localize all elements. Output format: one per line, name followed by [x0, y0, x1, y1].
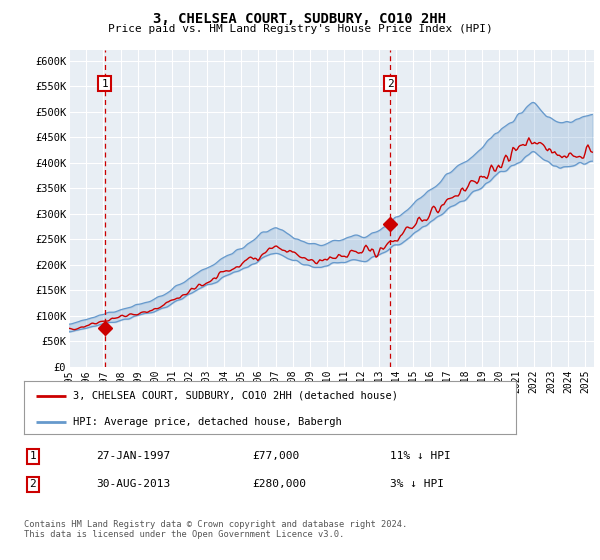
Text: Price paid vs. HM Land Registry's House Price Index (HPI): Price paid vs. HM Land Registry's House …: [107, 24, 493, 34]
Text: 27-JAN-1997: 27-JAN-1997: [96, 451, 170, 461]
Text: 2: 2: [29, 479, 37, 489]
Text: 3, CHELSEA COURT, SUDBURY, CO10 2HH (detached house): 3, CHELSEA COURT, SUDBURY, CO10 2HH (det…: [73, 391, 398, 401]
Text: 30-AUG-2013: 30-AUG-2013: [96, 479, 170, 489]
Text: 1: 1: [29, 451, 37, 461]
Text: 2: 2: [387, 78, 394, 88]
Text: £77,000: £77,000: [252, 451, 299, 461]
Text: Contains HM Land Registry data © Crown copyright and database right 2024.
This d: Contains HM Land Registry data © Crown c…: [24, 520, 407, 539]
Text: 1: 1: [101, 78, 108, 88]
Text: 3% ↓ HPI: 3% ↓ HPI: [390, 479, 444, 489]
Text: 3, CHELSEA COURT, SUDBURY, CO10 2HH: 3, CHELSEA COURT, SUDBURY, CO10 2HH: [154, 12, 446, 26]
Text: 11% ↓ HPI: 11% ↓ HPI: [390, 451, 451, 461]
Text: £280,000: £280,000: [252, 479, 306, 489]
Text: HPI: Average price, detached house, Babergh: HPI: Average price, detached house, Babe…: [73, 417, 342, 427]
